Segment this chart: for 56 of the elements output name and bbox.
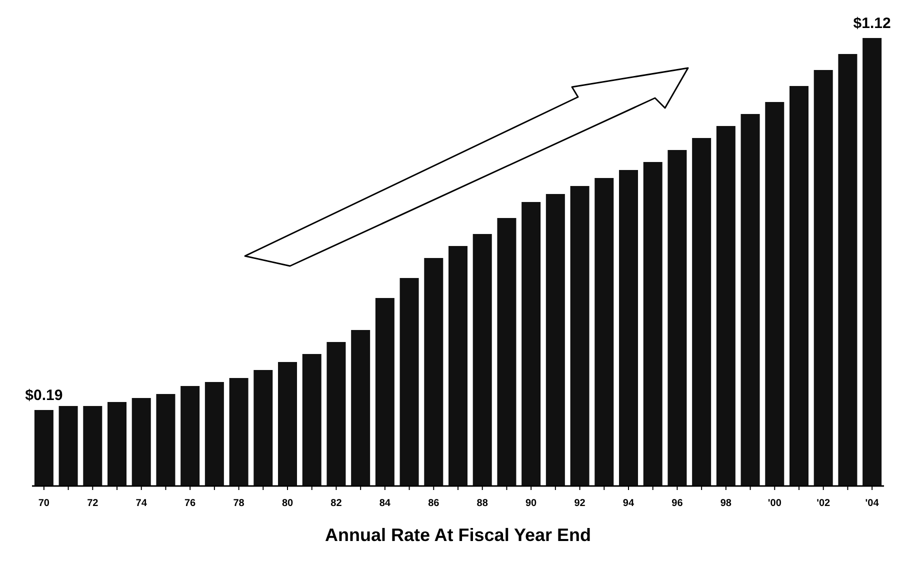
x-tick-label: 86 xyxy=(428,498,440,509)
bar xyxy=(814,70,833,486)
x-tick-label: 98 xyxy=(720,498,732,509)
bar xyxy=(740,114,760,486)
bar xyxy=(497,218,516,486)
bar xyxy=(570,186,590,486)
bar xyxy=(448,246,468,486)
x-tick-label: '00 xyxy=(768,498,782,509)
data-label: $0.19 xyxy=(25,387,63,404)
bar xyxy=(862,38,882,486)
bar xyxy=(132,398,151,486)
bar xyxy=(83,406,102,486)
x-tick-label: 78 xyxy=(233,498,245,509)
bar xyxy=(254,370,273,486)
bar xyxy=(716,126,736,486)
x-tick-label: 90 xyxy=(526,498,538,509)
bar xyxy=(546,194,565,486)
bar xyxy=(619,170,638,486)
bar xyxy=(302,354,322,486)
bar xyxy=(326,342,346,486)
x-tick-label: 74 xyxy=(136,498,148,509)
bar xyxy=(668,150,687,486)
bar xyxy=(58,406,78,486)
x-tick-label: 92 xyxy=(574,498,586,509)
x-tick-label: 96 xyxy=(672,498,684,509)
x-tick-label: 76 xyxy=(184,498,196,509)
data-label: $1.12 xyxy=(853,15,891,32)
bar xyxy=(156,394,176,486)
bar xyxy=(108,402,127,486)
x-tick-label: 94 xyxy=(622,498,634,509)
bar xyxy=(278,362,297,486)
bar xyxy=(204,382,224,486)
bar xyxy=(351,330,370,486)
bar xyxy=(472,234,492,486)
bar xyxy=(180,386,200,486)
bar xyxy=(400,278,419,486)
x-tick-label: 80 xyxy=(282,498,294,509)
bar xyxy=(424,258,444,486)
bar xyxy=(765,102,784,486)
bar xyxy=(522,202,541,486)
bar xyxy=(375,298,394,486)
bar xyxy=(594,178,614,486)
x-axis-title: Annual Rate At Fiscal Year End xyxy=(324,525,592,545)
x-tick-label: 72 xyxy=(87,498,99,509)
x-tick-label: 88 xyxy=(476,498,488,509)
bar xyxy=(34,410,54,486)
x-tick-label: '04 xyxy=(865,498,880,509)
x-tick-label: 82 xyxy=(330,498,342,509)
x-tick-label: 84 xyxy=(379,498,391,509)
bar xyxy=(643,162,662,486)
bar xyxy=(229,378,248,486)
bar xyxy=(789,86,808,486)
x-tick-label: 70 xyxy=(38,498,50,509)
bar xyxy=(838,54,858,486)
bar xyxy=(692,138,712,486)
x-tick-label: '02 xyxy=(816,498,831,509)
